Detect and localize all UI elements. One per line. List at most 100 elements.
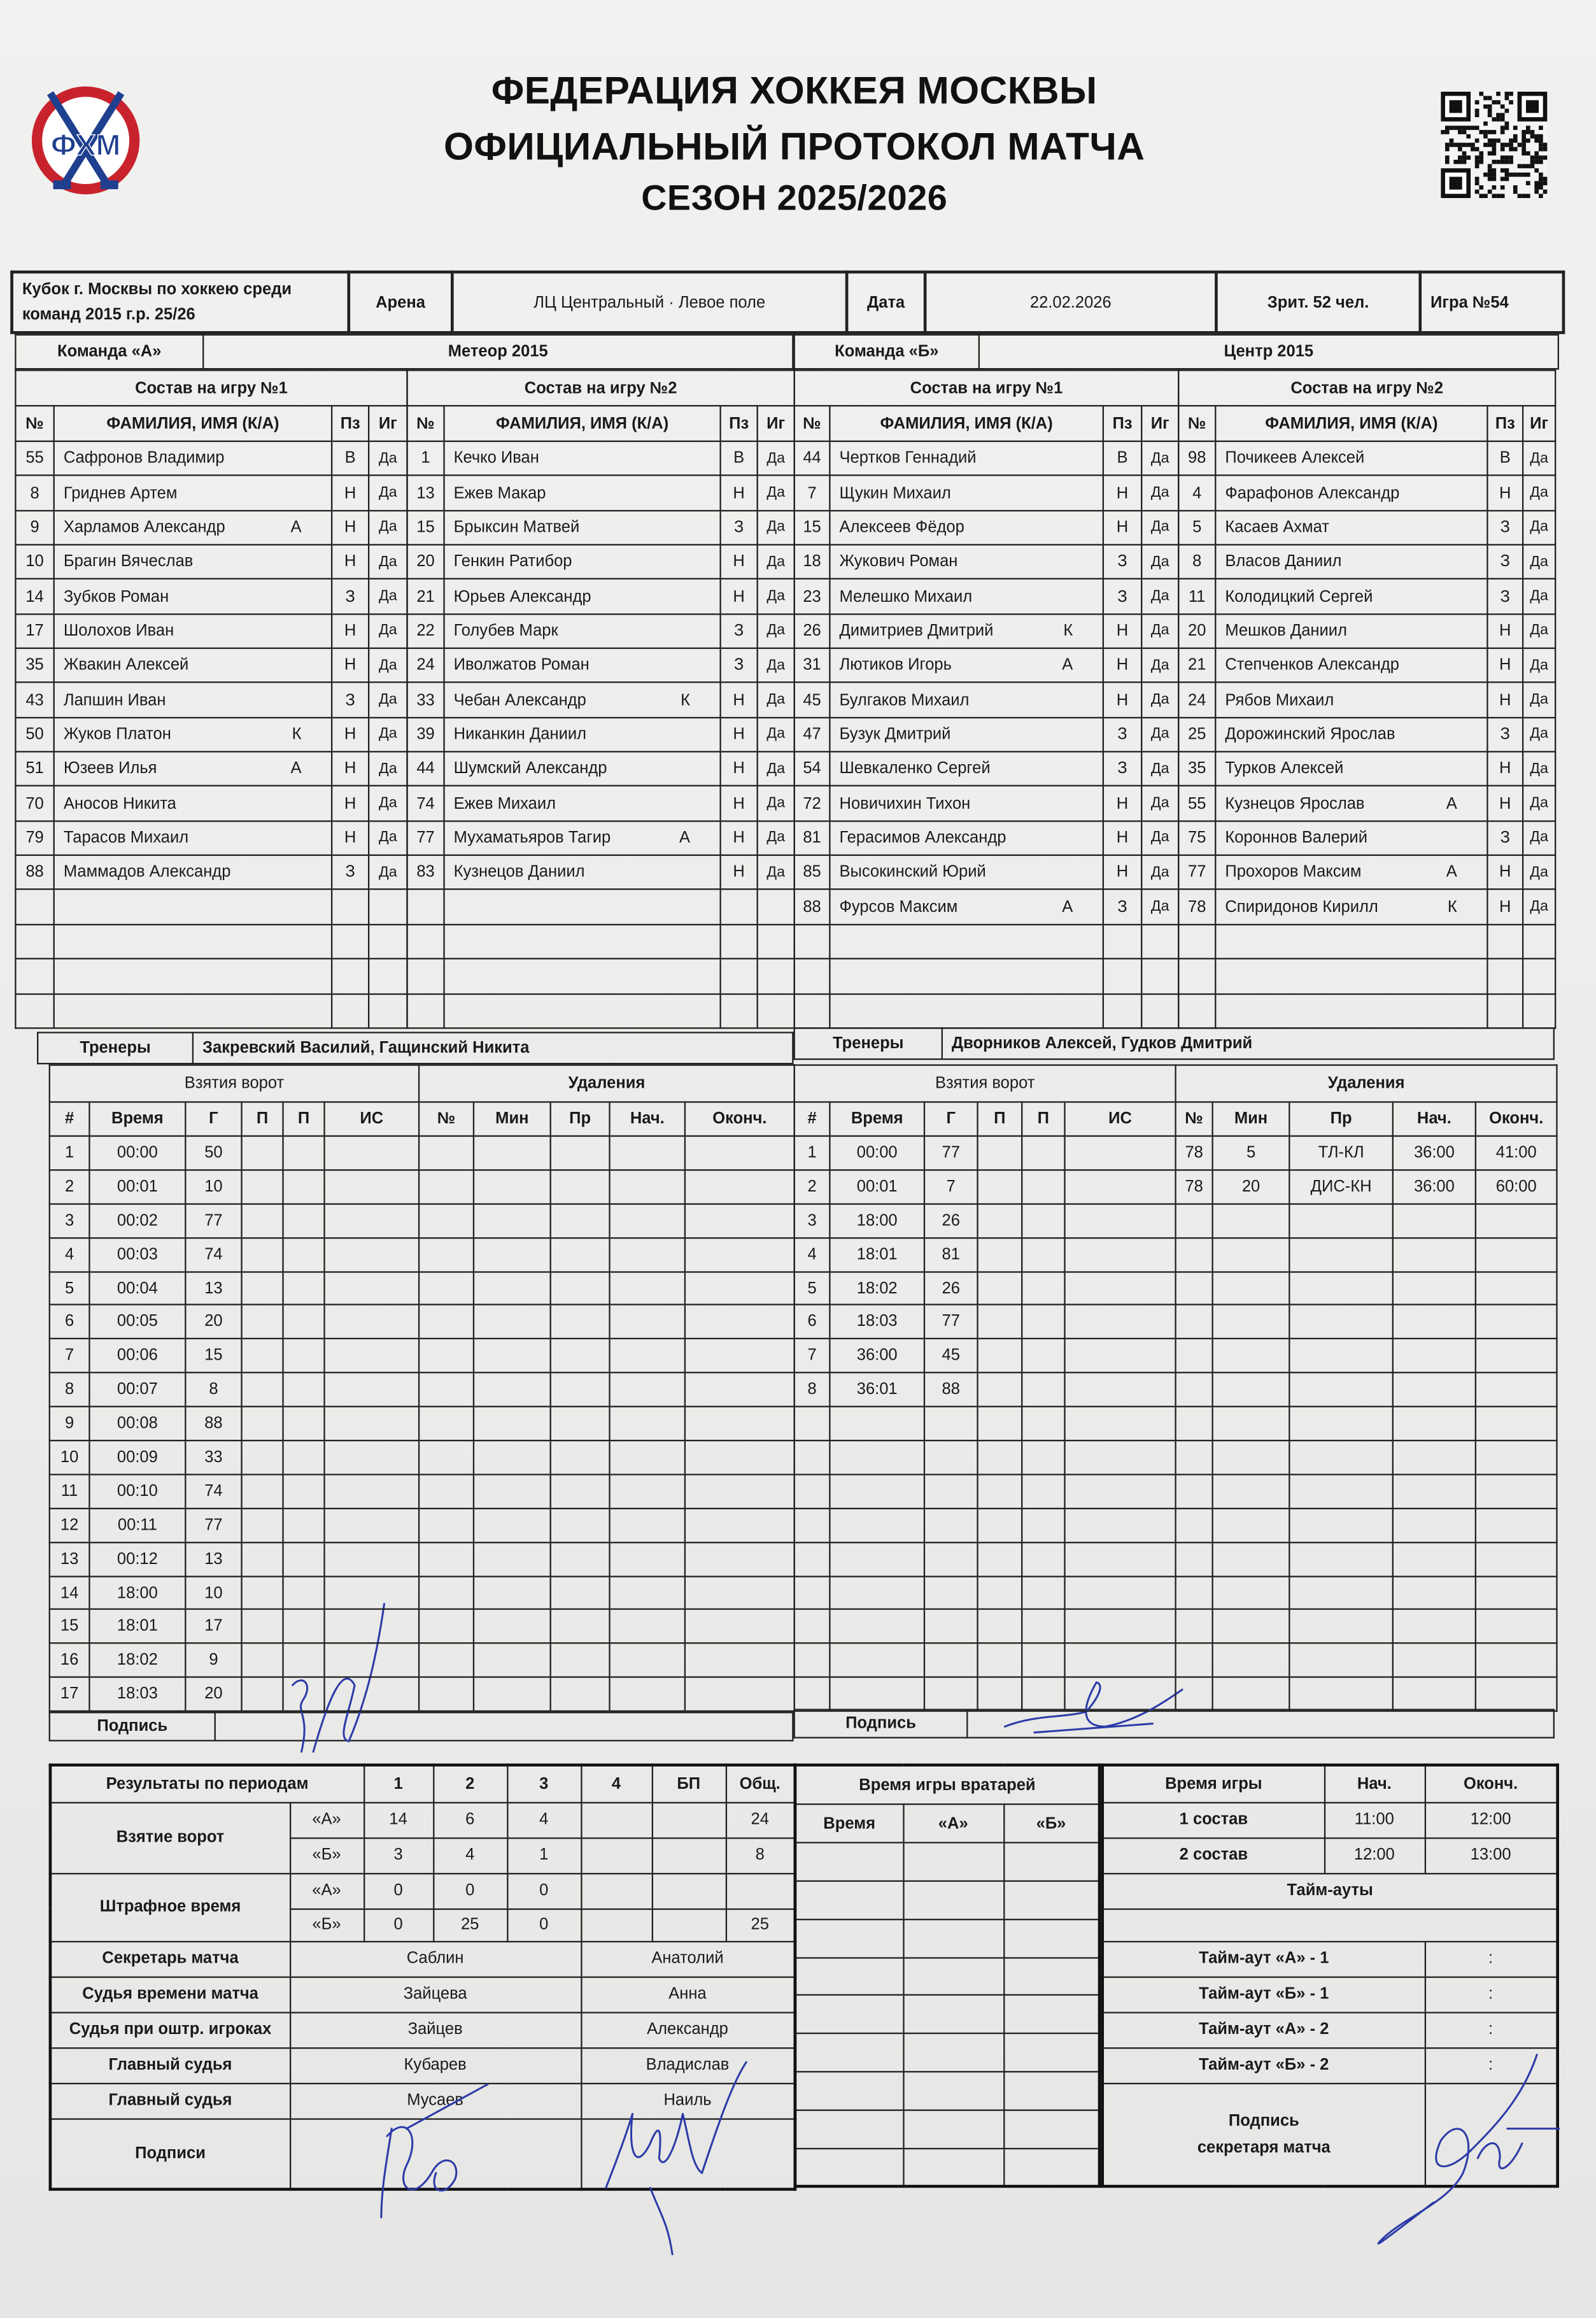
- player-played: Да: [368, 578, 408, 615]
- goal-index: 6: [48, 1304, 90, 1340]
- penalty-start: [1392, 1270, 1477, 1306]
- player-name-cell: А Харламов Александр: [53, 509, 333, 546]
- player-number: 11: [1178, 578, 1217, 615]
- player-number: 17: [15, 613, 55, 650]
- penalty-reason: ТЛ-КЛ: [1289, 1135, 1394, 1171]
- goal-time: 00:00: [829, 1135, 926, 1171]
- player-position: [330, 923, 370, 960]
- team-b-signature-row: Подпись: [793, 1709, 1555, 1738]
- player-row: 13 Ежев Макар Н Да: [406, 474, 795, 511]
- penalties-title: Удаления: [418, 1064, 795, 1103]
- penalty-end: [684, 1169, 795, 1205]
- goal-scorer: [923, 1439, 978, 1475]
- player-role: А: [1062, 898, 1073, 916]
- penalty-end: [1474, 1507, 1558, 1543]
- goal-situation: [323, 1304, 420, 1340]
- period-results-table: Результаты по периодам 1 2 3 4 БП Общ. Взятие…: [48, 1763, 797, 2191]
- player-name: Чебан Александр: [453, 691, 586, 709]
- player-played: Да: [1522, 440, 1557, 477]
- goal-assist-2: [1021, 1338, 1066, 1374]
- goal-assist-1: [977, 1541, 1023, 1577]
- timeout-label: Тайм-аут «А» - 1: [1101, 1940, 1425, 1977]
- timeout-label: Тайм-аут «А» - 2: [1101, 2011, 1425, 2049]
- player-position: [330, 992, 370, 1029]
- player-played: Да: [1141, 474, 1180, 511]
- penalty-start: [609, 1169, 686, 1205]
- penalty-start: [609, 1405, 686, 1442]
- player-name: Голубев Марк: [453, 622, 558, 640]
- player-position: Н: [330, 751, 370, 787]
- penalty-reason: [1289, 1405, 1394, 1442]
- player-row: 33 К Чебан Александр Н Да: [406, 682, 795, 718]
- player-played: Да: [1522, 509, 1557, 546]
- goals-label: Взятие ворот: [49, 1801, 291, 1874]
- penalty-start: [609, 1270, 686, 1306]
- goal-index: 9: [48, 1405, 90, 1442]
- player-name-cell: Ежев Михаил: [443, 785, 721, 822]
- player-played: Да: [756, 854, 795, 891]
- player-position: [719, 923, 758, 960]
- player-name: Прохоров Максим: [1225, 864, 1362, 882]
- col-name-header: ФАМИЛИЯ, ИМЯ (К/А): [1215, 405, 1488, 443]
- goal-scorer: 74: [185, 1474, 243, 1509]
- penalty-player: [418, 1507, 475, 1543]
- player-number: 8: [15, 474, 55, 511]
- goalie-time-cell: [794, 2071, 904, 2111]
- goalie-time-row: [794, 2109, 1101, 2149]
- goal-scorer: 7: [923, 1169, 978, 1205]
- player-row: 79 Тарасов Михаил Н Да: [15, 820, 408, 857]
- goal-index: 14: [48, 1575, 90, 1611]
- lineup-title: Состав на игру №2: [406, 369, 795, 407]
- goal-situation: [1064, 1372, 1176, 1408]
- game-time-title: Время игры: [1101, 1764, 1325, 1803]
- penalty-end: [1474, 1609, 1558, 1645]
- goal-scorer: [923, 1609, 978, 1645]
- player-name-cell: Герасимов Александр: [829, 820, 1105, 857]
- penalty-end: [684, 1676, 795, 1712]
- score-cell: 6: [432, 1801, 508, 1838]
- team-a-coaches-value: Закревский Василий, Гащинский Никита: [192, 1032, 794, 1065]
- player-name: Мелешко Михаил: [839, 587, 973, 606]
- player-row: 26 К Димитриев Дмитрий Н Да: [793, 613, 1180, 650]
- player-played: Да: [756, 751, 795, 787]
- penalty-reason: [1289, 1575, 1394, 1611]
- player-position: Н: [1102, 820, 1143, 857]
- player-position: Н: [1487, 474, 1524, 511]
- player-played: Да: [1522, 820, 1557, 857]
- player-row: 21 Юрьев Александр Н Да: [406, 578, 795, 615]
- player-number: 77: [1178, 854, 1217, 891]
- player-number: 31: [793, 647, 831, 684]
- penalty-player: [1175, 1338, 1213, 1374]
- score-cell: 14: [362, 1801, 434, 1838]
- penalty-start: [609, 1135, 686, 1171]
- player-row: 51 А Юзеев Илья Н Да: [15, 751, 408, 787]
- player-played: Да: [756, 578, 795, 615]
- player-name-cell: Новичихин Тихон: [829, 785, 1105, 822]
- player-row: 55 А Кузнецов Ярослав Н Да: [1178, 785, 1557, 822]
- goal-situation: [1064, 1642, 1176, 1679]
- player-number: 7: [793, 474, 831, 511]
- player-position: Н: [330, 613, 370, 650]
- goal-situation: [1064, 1541, 1176, 1577]
- player-played: Да: [1141, 544, 1180, 580]
- player-number: 10: [15, 544, 55, 580]
- goal-scorer: [923, 1507, 978, 1543]
- goalie-time-cell: [794, 1994, 904, 2035]
- coaches-label: Тренеры: [793, 1027, 943, 1060]
- goal-col-header: #: [48, 1101, 90, 1137]
- goal-assist-1: [977, 1575, 1023, 1611]
- player-row: 21 Степченков Александр Н Да: [1178, 647, 1557, 684]
- goal-assist-1: [241, 1474, 284, 1509]
- period-col: 2: [432, 1764, 508, 1803]
- goal-assist-1: [241, 1372, 284, 1408]
- penalty-minutes: [472, 1405, 551, 1442]
- player-played: Да: [1141, 716, 1180, 753]
- player-played: Да: [1522, 716, 1557, 753]
- goal-situation: [323, 1642, 420, 1679]
- penalty-end: [684, 1237, 795, 1272]
- player-number: 14: [15, 578, 55, 615]
- penalty-minutes: [472, 1575, 551, 1611]
- player-row: 15 Брыксин Матвей З Да: [406, 509, 795, 546]
- official-surname: Зайцев: [288, 2011, 582, 2049]
- penalty-minutes: [1211, 1609, 1290, 1645]
